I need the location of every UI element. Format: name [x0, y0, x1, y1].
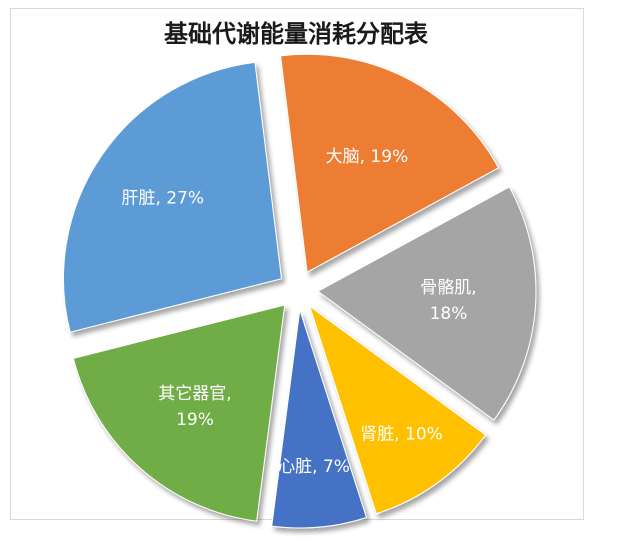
- slice-label-kidney: 肾脏, 10%: [360, 425, 443, 445]
- slice-label-brain: 大脑, 19%: [326, 147, 409, 167]
- slice-label-other-organs: 其它器官, 19%: [158, 384, 231, 430]
- slice-label-liver: 肝脏, 27%: [121, 188, 204, 208]
- pie-slice-kidney: [308, 304, 487, 515]
- pie-slice-brain: [280, 53, 500, 274]
- slice-label-skeletal-muscle: 骨骼肌, 18%: [420, 278, 476, 324]
- pie-slice-other-organs: [72, 304, 286, 522]
- pie-slice-heart: [271, 309, 368, 529]
- slice-label-heart: 心脏, 7%: [278, 457, 350, 477]
- chart-title: 基础代谢能量消耗分配表: [164, 19, 428, 48]
- pie-slice-skeletal-muscle: [317, 186, 537, 421]
- pie-slice-liver: [63, 61, 283, 333]
